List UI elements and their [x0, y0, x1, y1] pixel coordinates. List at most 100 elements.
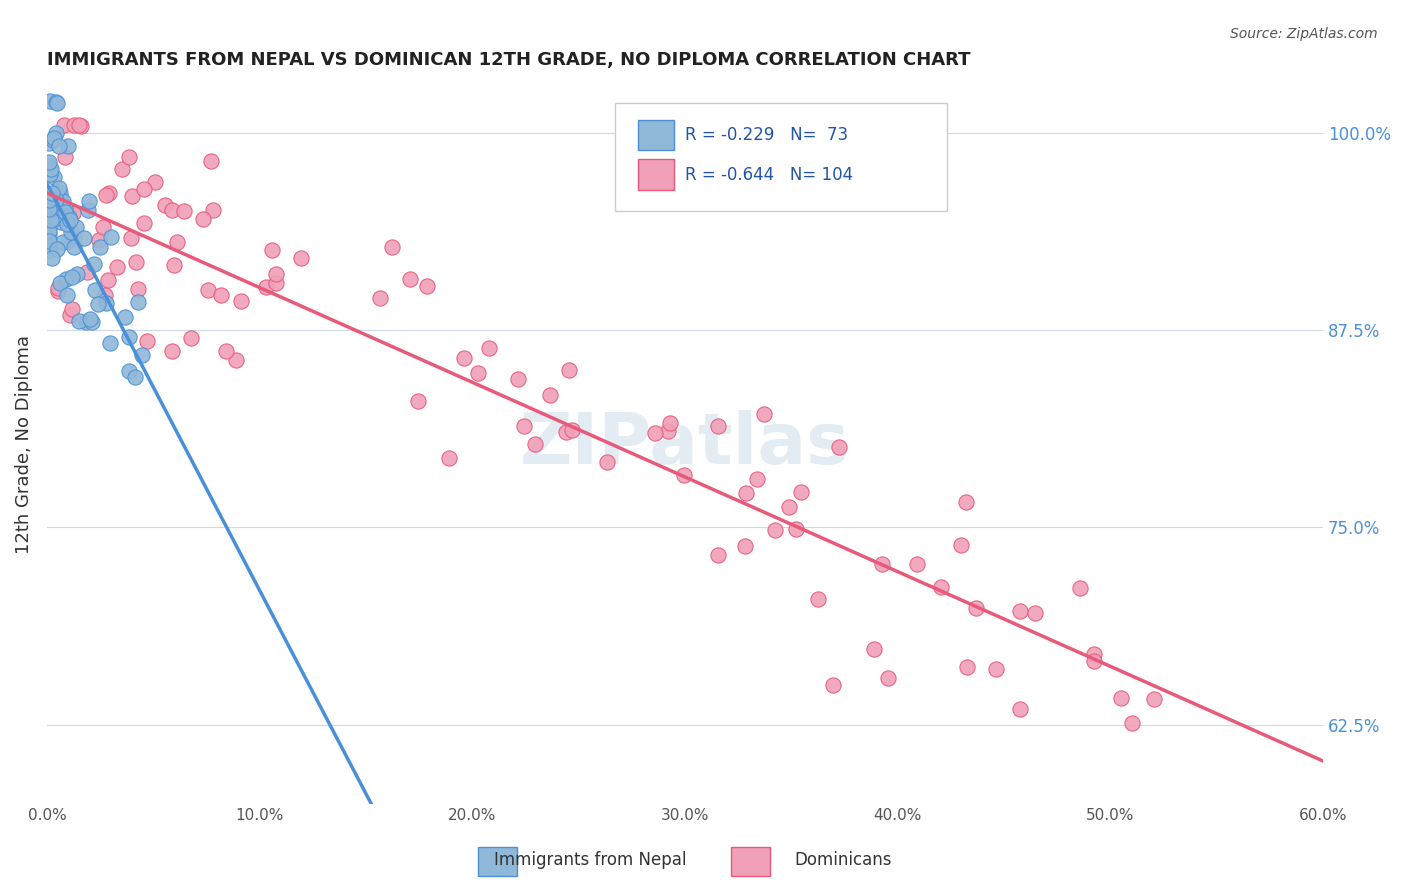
Point: [416, 278, 439, 293]
Point: [905, 558, 928, 572]
Point: [121, 189, 143, 203]
Point: [60, 226, 83, 240]
Point: [48, 210, 70, 224]
Point: [52, 194, 75, 209]
Point: [66, 268, 89, 282]
Point: [747, 472, 769, 486]
Point: [734, 486, 756, 500]
Point: [1109, 691, 1132, 706]
Point: [38, 227, 60, 241]
Point: [160, 203, 183, 218]
Point: [381, 240, 404, 254]
Point: [79, 312, 101, 326]
Point: [827, 441, 849, 455]
Point: [523, 437, 546, 451]
Point: [63, 230, 86, 244]
Point: [180, 331, 202, 345]
Point: [596, 455, 619, 469]
Point: [56, 218, 79, 232]
Point: [254, 280, 277, 294]
Point: [752, 408, 775, 422]
Bar: [478, 847, 517, 876]
Point: [89, 240, 111, 254]
Point: [950, 538, 973, 552]
Point: [558, 363, 581, 377]
Point: [38, 220, 60, 235]
Point: [41, 202, 63, 217]
Point: [93, 288, 115, 302]
Point: [58, 234, 80, 248]
Point: [89, 233, 111, 247]
Point: [80, 315, 103, 329]
Point: [125, 255, 148, 269]
Point: [264, 267, 287, 281]
Point: [1024, 606, 1046, 620]
Point: [862, 642, 884, 657]
Point: [467, 366, 489, 380]
Point: [127, 282, 149, 296]
Point: [41, 186, 63, 200]
Point: [73, 231, 96, 245]
Point: [201, 202, 224, 217]
Point: [38, 136, 60, 150]
Point: [657, 425, 679, 439]
Text: IMMIGRANTS FROM NEPAL VS DOMINICAN 12TH GRADE, NO DIPLOMA CORRELATION CHART: IMMIGRANTS FROM NEPAL VS DOMINICAN 12TH …: [46, 51, 970, 69]
Point: [65, 220, 87, 235]
Point: [45, 126, 67, 140]
Point: [876, 671, 898, 685]
Point: [956, 660, 979, 674]
Point: [111, 162, 134, 177]
Point: [260, 244, 283, 258]
Point: [225, 352, 247, 367]
Point: [46, 284, 69, 298]
Text: Immigrants from Nepal: Immigrants from Nepal: [495, 851, 686, 869]
Bar: [731, 847, 770, 876]
Point: [155, 198, 177, 212]
Point: [48, 208, 70, 222]
Point: [38, 224, 60, 238]
Point: [51, 194, 73, 209]
Point: [672, 467, 695, 482]
Point: [100, 230, 122, 244]
Point: [398, 272, 420, 286]
Point: [763, 523, 786, 537]
Point: [60, 270, 83, 285]
Point: [41, 252, 63, 266]
Point: [63, 240, 86, 254]
Point: [38, 202, 60, 217]
Point: [41, 213, 63, 227]
Point: [52, 235, 75, 249]
Text: R = -0.644   N= 104: R = -0.644 N= 104: [685, 166, 853, 184]
Point: [48, 180, 70, 194]
Point: [38, 167, 60, 181]
Point: [48, 138, 70, 153]
Point: [117, 330, 139, 344]
Point: [870, 557, 893, 571]
Point: [659, 417, 682, 431]
Y-axis label: 12th Grade, No Diploma: 12th Grade, No Diploma: [15, 335, 32, 554]
Point: [38, 155, 60, 169]
Point: [94, 296, 117, 310]
Text: Dominicans: Dominicans: [794, 851, 893, 869]
Point: [53, 201, 76, 215]
Point: [98, 335, 121, 350]
Point: [52, 118, 75, 132]
Point: [49, 276, 72, 290]
Point: [143, 175, 166, 189]
Point: [785, 522, 807, 536]
Point: [46, 185, 69, 199]
Point: [200, 153, 222, 168]
Point: [1083, 654, 1105, 668]
Point: [51, 215, 73, 229]
Point: [437, 451, 460, 466]
Point: [127, 295, 149, 310]
Point: [124, 370, 146, 384]
Point: [105, 260, 128, 274]
Point: [561, 424, 583, 438]
Point: [163, 258, 186, 272]
Point: [59, 212, 82, 227]
Point: [62, 206, 84, 220]
Point: [38, 95, 60, 109]
Point: [778, 500, 800, 515]
Point: [48, 186, 70, 201]
